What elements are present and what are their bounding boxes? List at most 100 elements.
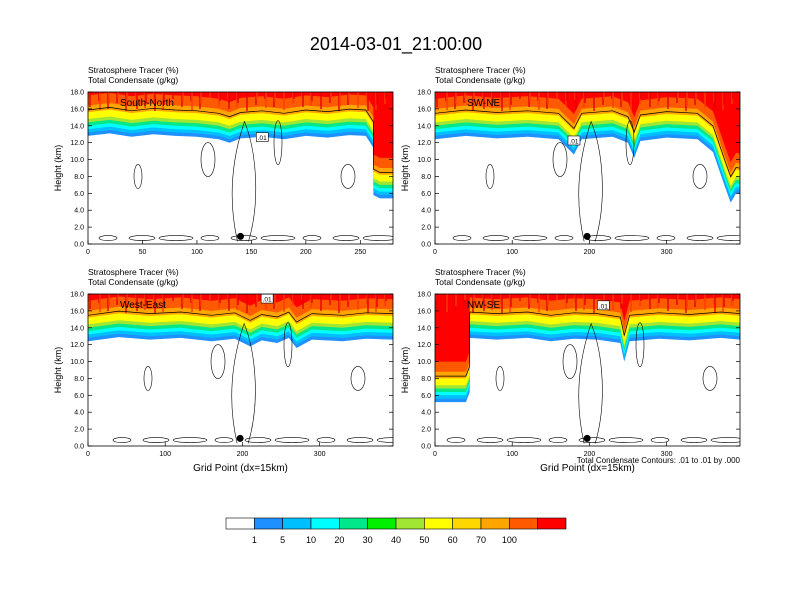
- tracer-streak: [99, 92, 101, 110]
- y-tick-label: 12.0: [417, 342, 431, 349]
- y-axis-label: Height (km): [400, 347, 410, 394]
- y-tick-label: 18.0: [70, 292, 84, 299]
- location-marker: [237, 232, 244, 240]
- tracer-band: [88, 92, 393, 168]
- condensate-contour-top: [88, 310, 393, 323]
- tracer-streak: [385, 92, 387, 99]
- condensate-contour: [340, 164, 356, 189]
- x-tick-label: 100: [191, 249, 203, 256]
- panel-nw-se: Stratosphere Tracer (%)Total Condensate …: [400, 267, 741, 474]
- condensate-contour: [158, 235, 194, 241]
- tracer-streak: [621, 92, 623, 102]
- condensate-contour: [302, 235, 322, 241]
- tracer-streak: [219, 92, 221, 101]
- tracer-streak: [566, 294, 568, 303]
- condensate-contour: [562, 344, 578, 379]
- panel-title-tracer: Stratosphere Tracer (%): [88, 267, 179, 277]
- tracer-streak: [603, 294, 605, 302]
- tracer-streak: [658, 92, 660, 101]
- x-axis-label: Grid Point (dx=15km): [193, 463, 288, 474]
- colorbar: 1 5 10 20 30 40 50 60 70 100: [225, 517, 567, 545]
- colorbar-swatch: [310, 517, 340, 530]
- tracer-streak: [455, 92, 457, 104]
- y-tick-label: 10.0: [70, 157, 84, 164]
- tracer-streak: [89, 294, 91, 309]
- colorbar-swatch: [424, 517, 453, 530]
- tracer-streak: [145, 92, 147, 103]
- condensate-contour: [650, 437, 670, 443]
- condensate-contour: [143, 366, 153, 391]
- tracer-streak: [117, 92, 119, 98]
- tracer-streak: [723, 294, 725, 307]
- y-tick-label: 18.0: [417, 292, 431, 299]
- y-tick-label: 2.0: [421, 427, 431, 434]
- tracer-streak: [547, 294, 549, 306]
- tracer-streak: [483, 294, 485, 311]
- colorbar-label: 60: [448, 535, 458, 545]
- condensate-contour: [283, 322, 293, 367]
- tracer-streak: [510, 294, 512, 307]
- tracer-streak: [584, 92, 586, 103]
- tracer-streak: [677, 92, 679, 98]
- colorbar-label: 50: [419, 535, 429, 545]
- tracer-streak: [367, 92, 369, 111]
- x-tick-label: 100: [506, 451, 518, 458]
- tracer-streak: [246, 92, 248, 111]
- tracer-streak: [575, 294, 577, 311]
- tracer-streak: [209, 92, 211, 98]
- condensate-contour: [680, 437, 708, 443]
- tracer-streak: [293, 92, 295, 99]
- x-tick-label: 200: [584, 249, 596, 256]
- x-tick-label: 300: [661, 451, 673, 458]
- x-tick-label: 100: [506, 249, 518, 256]
- condensate-contour: [142, 437, 170, 443]
- condensate-contour: [230, 235, 258, 241]
- tracer-streak: [464, 92, 466, 98]
- condensate-contour: [112, 437, 132, 443]
- tracer-band: [435, 92, 740, 163]
- tracer-band: [88, 92, 393, 175]
- condensate-contour: [210, 344, 226, 379]
- tracer-streak: [302, 92, 304, 107]
- y-tick-label: 4.0: [421, 208, 431, 215]
- x-tick-label: 200: [584, 451, 596, 458]
- colorbar-label: 20: [334, 535, 344, 545]
- tracer-streak: [376, 294, 378, 307]
- x-tick-label: 200: [237, 451, 249, 458]
- condensate-contour: [635, 322, 645, 367]
- tracer-streak: [348, 294, 350, 302]
- tracer-streak: [714, 92, 716, 111]
- tracer-streak: [274, 92, 276, 102]
- tracer-streak: [145, 294, 147, 305]
- tracer-streak: [714, 294, 716, 313]
- colorbar-swatch: [509, 517, 538, 530]
- tracer-streak: [330, 294, 332, 300]
- tracer-band: [88, 92, 393, 182]
- panel-south-north: Stratosphere Tracer (%)Total Condensate …: [53, 65, 394, 256]
- tracer-streak: [172, 294, 174, 301]
- colorbar-swatch: [452, 517, 482, 530]
- condensate-contour: [482, 235, 510, 241]
- condensate-contour: [332, 235, 360, 241]
- tracer-streak: [538, 92, 540, 110]
- condensate-contour: [614, 235, 650, 241]
- tracer-streak: [593, 92, 595, 111]
- panel-title-tracer: Stratosphere Tracer (%): [435, 65, 526, 75]
- tracer-streak: [593, 294, 595, 313]
- plot-frame: [87, 91, 394, 245]
- tracer-streak: [126, 294, 128, 308]
- tracer-streak: [649, 294, 651, 309]
- y-tick-label: 14.0: [70, 123, 84, 130]
- y-tick-label: 4.0: [74, 208, 84, 215]
- condensate-contour: [506, 437, 542, 443]
- condensate-contour: [625, 120, 635, 165]
- contour-label-box: [597, 300, 610, 311]
- y-tick-label: 6.0: [74, 393, 84, 400]
- colorbar-swatch: [537, 517, 567, 530]
- tracer-streak: [108, 92, 110, 104]
- figure-title: 2014-03-01_21:00:00: [310, 34, 482, 55]
- tracer-streak: [529, 92, 531, 102]
- panel-west-east: Stratosphere Tracer (%)Total Condensate …: [53, 267, 394, 474]
- tracer-streak: [677, 294, 679, 300]
- contour-label: .01: [258, 135, 267, 142]
